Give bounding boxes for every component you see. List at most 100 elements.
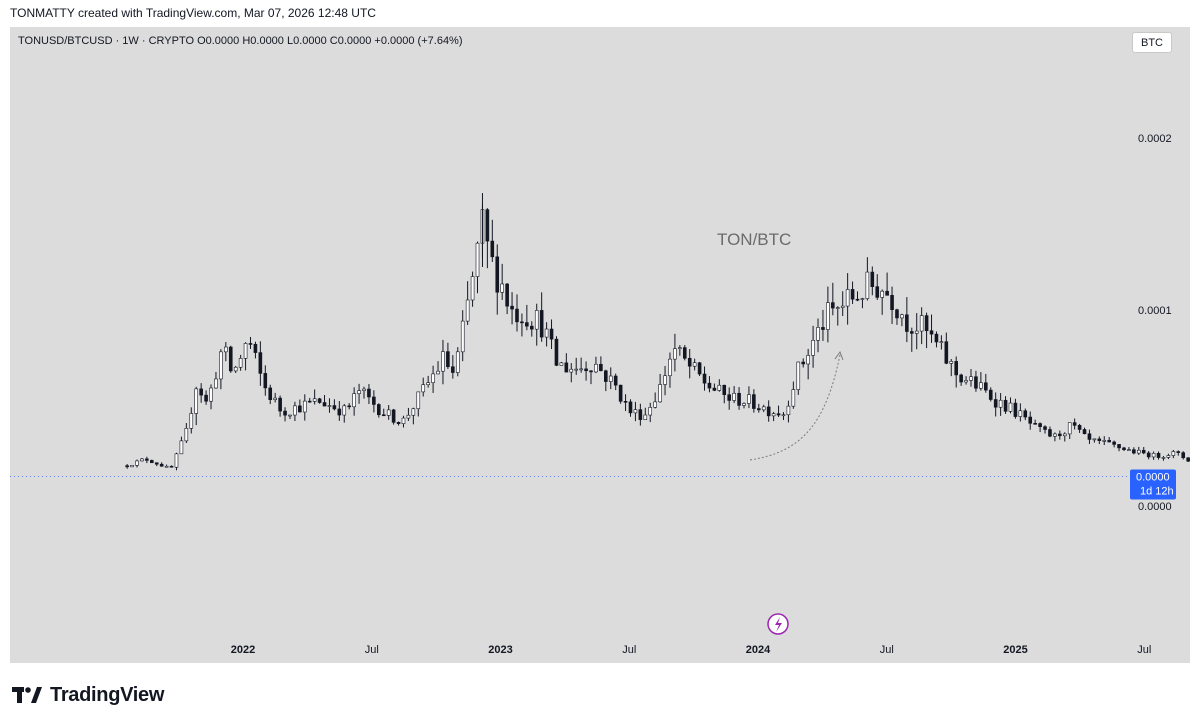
- candle-body: [786, 405, 791, 416]
- candle-body: [959, 374, 963, 383]
- candle: [1107, 437, 1111, 443]
- candle-body: [1008, 402, 1013, 412]
- candle-body: [228, 346, 233, 372]
- candle: [238, 354, 243, 371]
- candle-body: [1146, 452, 1151, 458]
- candle-body: [1176, 451, 1181, 453]
- candle: [579, 357, 583, 373]
- candle: [687, 349, 692, 379]
- candle: [209, 384, 213, 410]
- candle: [653, 392, 657, 409]
- candle: [1018, 403, 1023, 422]
- lightning-icon[interactable]: [767, 613, 789, 635]
- candle: [934, 331, 939, 348]
- candle: [539, 292, 544, 342]
- candle: [253, 341, 258, 359]
- candle-body: [1058, 433, 1062, 437]
- candle-body: [909, 331, 914, 334]
- candle: [594, 356, 598, 374]
- candle-body: [801, 361, 806, 365]
- candle-body: [1038, 423, 1042, 427]
- candle: [564, 353, 569, 373]
- candle: [604, 369, 608, 392]
- candle: [1053, 432, 1057, 442]
- candle-body: [707, 382, 712, 389]
- candle-body: [776, 413, 781, 416]
- candle: [816, 318, 820, 353]
- candle-body: [174, 453, 179, 468]
- candle-body: [426, 382, 430, 386]
- candle: [233, 365, 238, 373]
- candle: [411, 407, 416, 425]
- candle-body: [149, 460, 154, 464]
- candle-body: [169, 465, 174, 468]
- candle-body: [1062, 433, 1067, 437]
- candle-body: [1166, 455, 1171, 458]
- candle: [776, 405, 781, 418]
- candle-body: [919, 315, 924, 332]
- candle: [712, 383, 717, 392]
- candle: [870, 266, 875, 296]
- candle: [766, 400, 771, 422]
- candle-body: [673, 348, 677, 360]
- candle-body: [248, 343, 253, 345]
- candle: [584, 361, 588, 381]
- candle-body: [455, 351, 460, 373]
- candle-body: [539, 310, 544, 338]
- candle: [821, 309, 825, 341]
- candle: [273, 392, 277, 403]
- candle: [554, 336, 559, 367]
- candle: [658, 373, 662, 403]
- candle: [1181, 451, 1186, 460]
- last-price-value: 0.0000: [1136, 472, 1170, 484]
- candle: [732, 386, 736, 403]
- candle-body: [411, 408, 416, 416]
- candle-body: [1043, 426, 1047, 430]
- candle: [1023, 408, 1028, 421]
- candle-body: [1003, 399, 1008, 412]
- candle: [1072, 418, 1077, 430]
- candle: [875, 274, 880, 300]
- candle: [194, 386, 199, 426]
- candle-body: [929, 330, 934, 335]
- candle: [1043, 425, 1047, 434]
- candle-body: [495, 256, 500, 293]
- candle: [169, 465, 174, 468]
- candle: [357, 383, 361, 404]
- candle: [219, 349, 223, 390]
- candle-body: [638, 409, 643, 420]
- candle-body: [1127, 449, 1131, 451]
- candle-body: [905, 314, 909, 332]
- candle-body: [130, 464, 134, 468]
- candle: [347, 403, 351, 410]
- candle-body: [125, 465, 129, 468]
- candle: [1171, 449, 1176, 459]
- candle: [505, 283, 509, 315]
- candle-body: [1136, 449, 1141, 454]
- candle-body: [574, 368, 579, 371]
- currency-button[interactable]: BTC: [1132, 32, 1172, 53]
- candle: [1117, 444, 1121, 452]
- candle: [984, 373, 988, 393]
- candle: [840, 291, 845, 316]
- candle: [880, 289, 884, 315]
- candle-body: [618, 384, 623, 402]
- candle: [421, 377, 426, 397]
- x-tick-label: 2022: [231, 644, 255, 656]
- candle: [618, 384, 623, 404]
- candle-body: [954, 361, 959, 376]
- candle: [243, 342, 248, 371]
- candle-body: [396, 422, 401, 424]
- price-chart[interactable]: TON/BTC 0.0002 0.0001 0.0000 0.0000 1d 12h 20…: [10, 27, 1190, 663]
- chart-panel[interactable]: TON/BTC 0.0002 0.0001 0.0000 0.0000 1d 12h 20…: [10, 27, 1190, 663]
- candle: [914, 313, 919, 350]
- candle: [258, 341, 263, 386]
- candle-body: [979, 382, 983, 389]
- candle: [850, 281, 855, 304]
- candle-body: [367, 388, 371, 398]
- candle-body: [1082, 429, 1087, 435]
- candle-body: [446, 351, 450, 368]
- candle: [332, 399, 337, 411]
- candle-body: [643, 414, 648, 420]
- candle-body: [460, 320, 465, 353]
